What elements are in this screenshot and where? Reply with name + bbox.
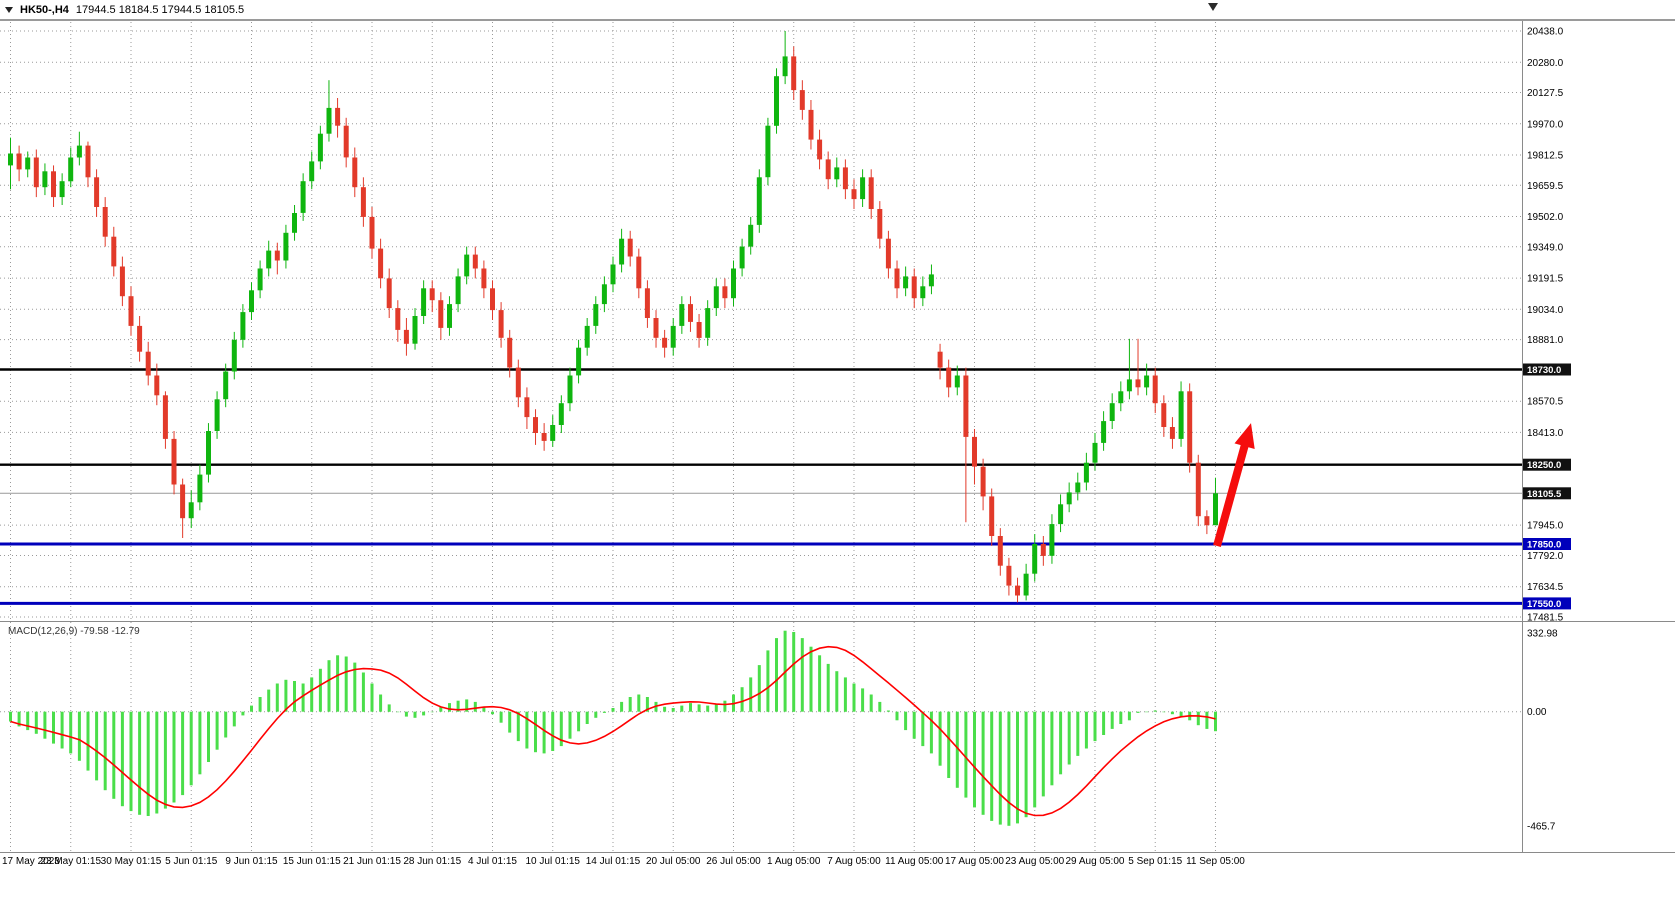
price-axis-tick-label: 20280.0 bbox=[1527, 58, 1564, 69]
chart-header: HK50-,H4 17944.5 18184.5 17944.5 18105.5 bbox=[0, 0, 1675, 20]
grid-lines bbox=[0, 22, 1522, 852]
time-axis-label: 23 May 01:15 bbox=[40, 856, 102, 867]
chart-plot-area[interactable]: 20438.0 20280.0 20127.5 19970.0 19812.5 19659… bbox=[0, 0, 1675, 854]
macd-indicator-label: MACD(12,26,9) -79.58 -12.79 bbox=[8, 626, 140, 637]
price-level-tag-label: 18105.5 bbox=[1527, 489, 1562, 500]
symbol-timeframe-label: HK50-,H4 bbox=[20, 3, 69, 16]
price-level-tag-label: 18730.0 bbox=[1527, 365, 1561, 376]
price-axis-tick-label: 20127.5 bbox=[1527, 88, 1564, 99]
price-axis-tick-label: 19502.0 bbox=[1527, 212, 1564, 223]
candlestick-series bbox=[8, 31, 1218, 603]
time-axis-label: 10 Jul 01:15 bbox=[525, 856, 580, 867]
price-axis-tick-label: 17634.5 bbox=[1527, 582, 1564, 593]
time-axis-label: 11 Sep 05:00 bbox=[1186, 856, 1245, 867]
price-axis-tick-label: 19970.0 bbox=[1527, 119, 1564, 130]
chart-shift-marker-icon[interactable] bbox=[1208, 3, 1218, 11]
price-axis-tick-label: 20438.0 bbox=[1527, 27, 1564, 38]
time-axis-label: 1 Aug 05:00 bbox=[767, 856, 821, 867]
time-axis-label: 11 Aug 05:00 bbox=[885, 856, 944, 867]
price-axis-tick-label: 18570.5 bbox=[1527, 397, 1564, 408]
time-axis-label: 15 Jun 01:15 bbox=[282, 856, 341, 867]
time-axis-label: 26 Jul 05:00 bbox=[706, 856, 761, 867]
price-level-tag bbox=[1523, 487, 1571, 500]
bullish-arrow-annotation[interactable] bbox=[1213, 423, 1255, 547]
price-axis-tick-label: 19191.5 bbox=[1527, 274, 1564, 285]
price-axis-tick-label: 19034.0 bbox=[1527, 305, 1564, 316]
price-axis-tick-label: 17792.0 bbox=[1527, 551, 1564, 562]
time-axis-label: 7 Aug 05:00 bbox=[827, 856, 881, 867]
price-level-tag-label: 18250.0 bbox=[1527, 460, 1561, 471]
time-axis-label: 5 Sep 01:15 bbox=[1128, 856, 1183, 867]
time-axis-label: 30 May 01:15 bbox=[100, 856, 162, 867]
price-axis-tick-label: 19812.5 bbox=[1527, 151, 1564, 162]
macd-histogram bbox=[9, 630, 1217, 826]
time-axis-label: 9 Jun 01:15 bbox=[225, 856, 278, 867]
horizontal-level-lines[interactable] bbox=[0, 368, 1522, 605]
price-level-tag bbox=[1523, 538, 1571, 550]
price-level-tag-label: 17850.0 bbox=[1527, 540, 1561, 551]
time-axis-label: 5 Jun 01:15 bbox=[165, 856, 218, 867]
price-axis-tick-label: 17945.0 bbox=[1527, 521, 1564, 532]
price-level-tag bbox=[1523, 458, 1571, 471]
time-axis-label: 17 May 2023 bbox=[2, 856, 60, 867]
price-axis-tick-label: 19659.5 bbox=[1527, 181, 1564, 192]
time-axis-label: 21 Jun 01:15 bbox=[343, 856, 401, 867]
time-axis-label: 29 Aug 05:00 bbox=[1065, 856, 1125, 867]
time-axis-label: 17 Aug 05:00 bbox=[944, 856, 1004, 867]
price-axis-tick-label: 18881.0 bbox=[1527, 335, 1564, 346]
time-axis-label: 23 Aug 05:00 bbox=[1005, 856, 1065, 867]
price-axis-tick-label: 19349.0 bbox=[1527, 242, 1564, 253]
time-axis-label: 4 Jul 01:15 bbox=[468, 856, 517, 867]
price-level-tag bbox=[1523, 597, 1571, 610]
time-axis-label: 20 Jul 05:00 bbox=[645, 856, 701, 867]
macd-signal-line bbox=[10, 645, 1216, 817]
price-level-tag bbox=[1523, 363, 1571, 376]
macd-axis-tick-label: 332.98 bbox=[1527, 629, 1558, 640]
symbol-dropdown-icon[interactable] bbox=[5, 6, 13, 13]
price-axis-tick-label: 17481.5 bbox=[1527, 613, 1564, 624]
time-axis-label: 28 Jun 01:15 bbox=[403, 856, 462, 867]
time-axis-label: 14 Jul 01:15 bbox=[585, 856, 641, 867]
panel-borders bbox=[0, 20, 1675, 853]
price-axis[interactable]: 20438.0 20280.0 20127.5 19970.0 19812.5 19659… bbox=[1523, 27, 1571, 833]
macd-axis-tick-label: -465.7 bbox=[1527, 822, 1556, 833]
macd-axis-tick-label: 0.00 bbox=[1527, 707, 1547, 718]
price-level-tag-label: 17550.0 bbox=[1527, 599, 1561, 610]
ohlc-quote-values: 17944.5 18184.5 17944.5 18105.5 bbox=[75, 3, 245, 16]
time-axis[interactable]: 17 May 2023 23 May 01:15 30 May 01:15 5 Jun… bbox=[0, 855, 1675, 871]
price-axis-tick-label: 18413.0 bbox=[1527, 428, 1564, 439]
